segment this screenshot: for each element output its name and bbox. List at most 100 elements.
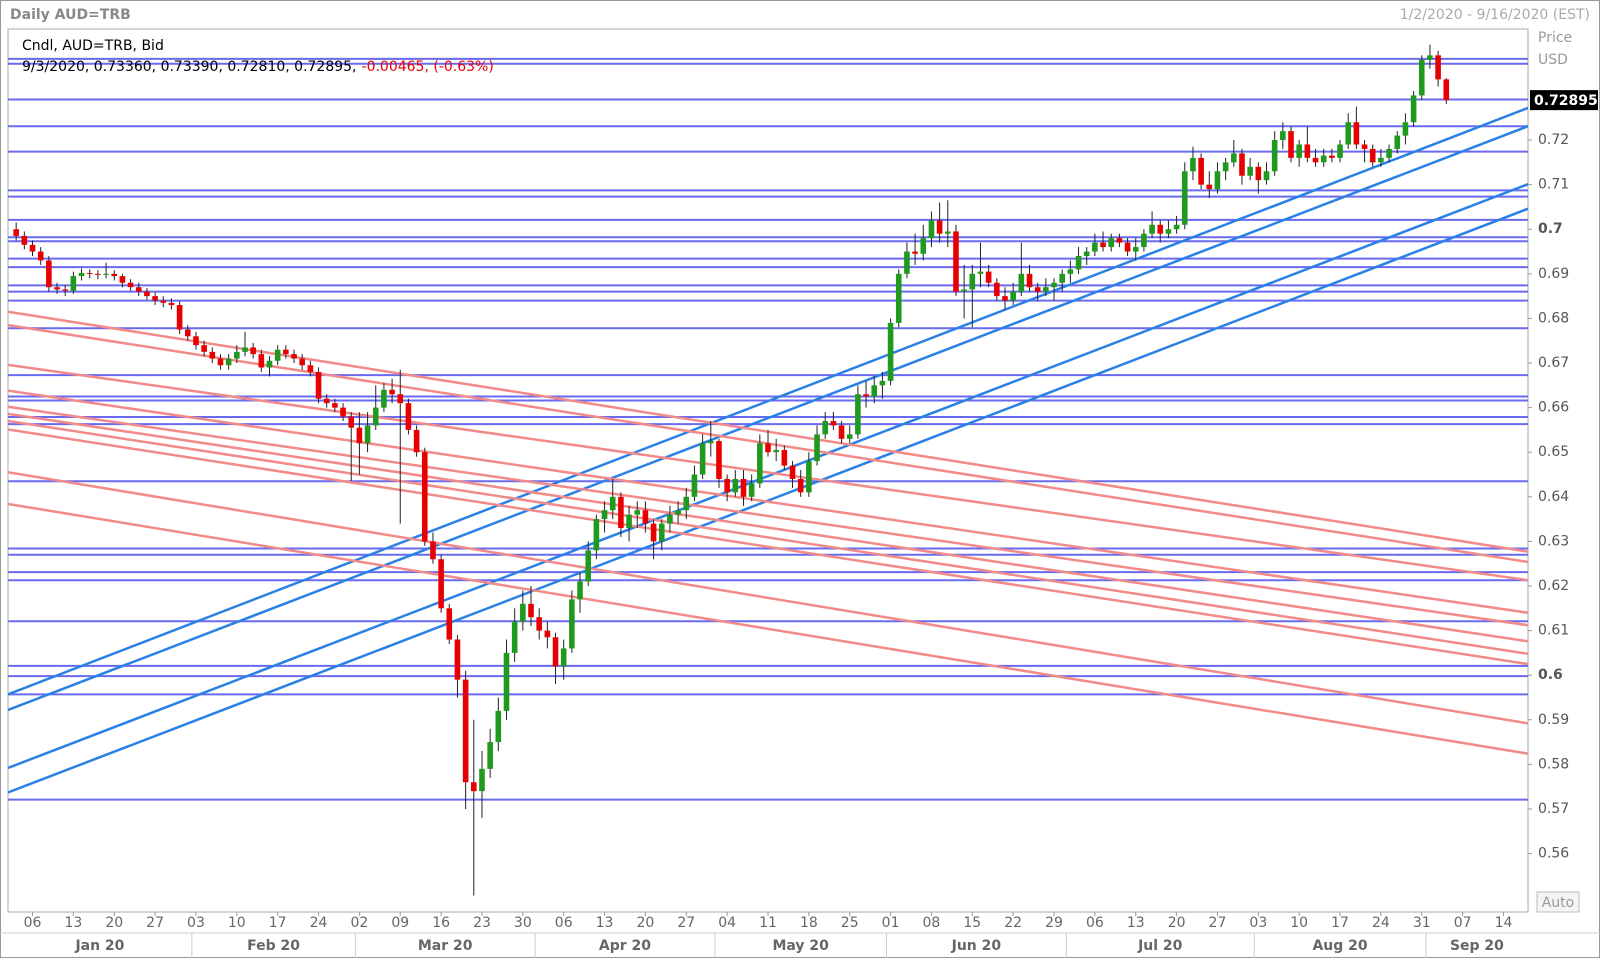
y-tick-label: 0.6 [1538,667,1563,683]
candle-body [1206,184,1213,190]
candle-body [1329,155,1335,158]
x-tick-label: 27 [1209,915,1227,931]
candle-body [54,287,60,290]
candle-body [1418,59,1425,96]
candle-body [1173,224,1180,230]
candle-body [1002,296,1008,301]
candle-body [1181,171,1188,225]
x-tick-label: 24 [1372,915,1390,931]
x-tick-label: 13 [596,915,614,931]
candle-body [765,443,771,453]
candle-body [560,648,567,667]
candle-body [1026,273,1033,288]
x-tick-label: 27 [677,915,695,931]
candle-body [822,420,829,435]
x-tick-label: 17 [1331,915,1349,931]
candle-body [895,273,902,323]
candle-body [70,276,77,291]
x-tick-label: 23 [473,915,491,931]
x-tick-label: 20 [637,915,655,931]
candle-body [912,251,918,254]
y-tick-label: 0.62 [1538,578,1569,594]
auto-button-box[interactable] [1536,891,1580,913]
candle-body [544,630,551,638]
month-label: Jul 20 [1137,938,1183,954]
candle-body [413,429,420,453]
candle-body [1435,55,1441,80]
candle-body [201,345,207,352]
chart-title: Daily AUD=TRB [10,7,131,23]
month-label: Jun 20 [951,938,1002,954]
candle-body [944,231,951,234]
candle-body [13,229,19,236]
trend-line [8,471,1528,725]
candle-body [1067,269,1074,274]
auto-button-label[interactable]: Auto [1542,895,1575,911]
plot-area [7,28,1529,913]
candle-body [37,251,44,261]
x-tick-label: 30 [514,915,532,931]
x-tick-label: 18 [800,915,818,931]
trend-line [8,412,1528,643]
candle-body [291,354,297,359]
candle-body [1116,238,1123,243]
candle-body [994,282,1000,297]
candle-body [1034,287,1041,292]
y-tick-label: 0.66 [1538,400,1569,416]
x-tick-label: 29 [1045,915,1063,931]
candle-body [928,220,935,239]
last-price-box [1530,90,1598,111]
candle-body [1149,224,1155,234]
month-label: Sep 20 [1450,938,1504,954]
candle-body [487,742,493,769]
candle-body [446,608,453,640]
candle-body [1157,224,1164,234]
x-tick-label: 10 [1290,915,1308,931]
candle-body [1288,131,1294,158]
candle-body [601,510,608,520]
candle-body [740,478,747,497]
candle-body [127,282,134,288]
candle-body [315,371,322,399]
x-tick-label: 16 [432,915,450,931]
candle-body [879,380,886,386]
candle-body [144,291,150,297]
candle-body [1165,229,1172,234]
candle-body [773,449,779,453]
x-tick-label: 03 [1249,915,1267,931]
candle-body [332,403,338,408]
candle-body [479,768,485,792]
candle-body [667,514,673,524]
candle-body [340,407,346,417]
x-tick-label: 11 [759,915,777,931]
candle-body [1043,287,1049,292]
x-tick-label: 06 [555,915,573,931]
candle-body [658,523,665,542]
y-tick-label: 0.61 [1538,623,1569,639]
x-tick-label: 10 [228,915,246,931]
trend-line [8,125,1528,712]
auto-button[interactable]: Auto [1536,891,1580,913]
candle-body [184,329,191,337]
candle-body [552,637,559,667]
candle-body [503,652,510,711]
candle-body [757,443,763,484]
candle-body [887,322,894,381]
trend-line [8,389,1528,614]
candle-body [119,276,126,283]
candle-body [1337,144,1343,158]
candle-body [1083,251,1090,256]
candle-body [569,599,575,649]
y-tick-label: 0.64 [1538,489,1569,505]
month-label: Jan 20 [74,938,124,954]
y-tick-label: 0.59 [1538,712,1569,728]
plot-content [8,44,1528,896]
trend-line [8,363,1528,582]
candle-body [1410,95,1417,123]
candle-body [1222,162,1229,172]
candle-body [577,581,583,600]
x-tick-label: 31 [1413,915,1431,931]
candle-body [675,510,681,515]
